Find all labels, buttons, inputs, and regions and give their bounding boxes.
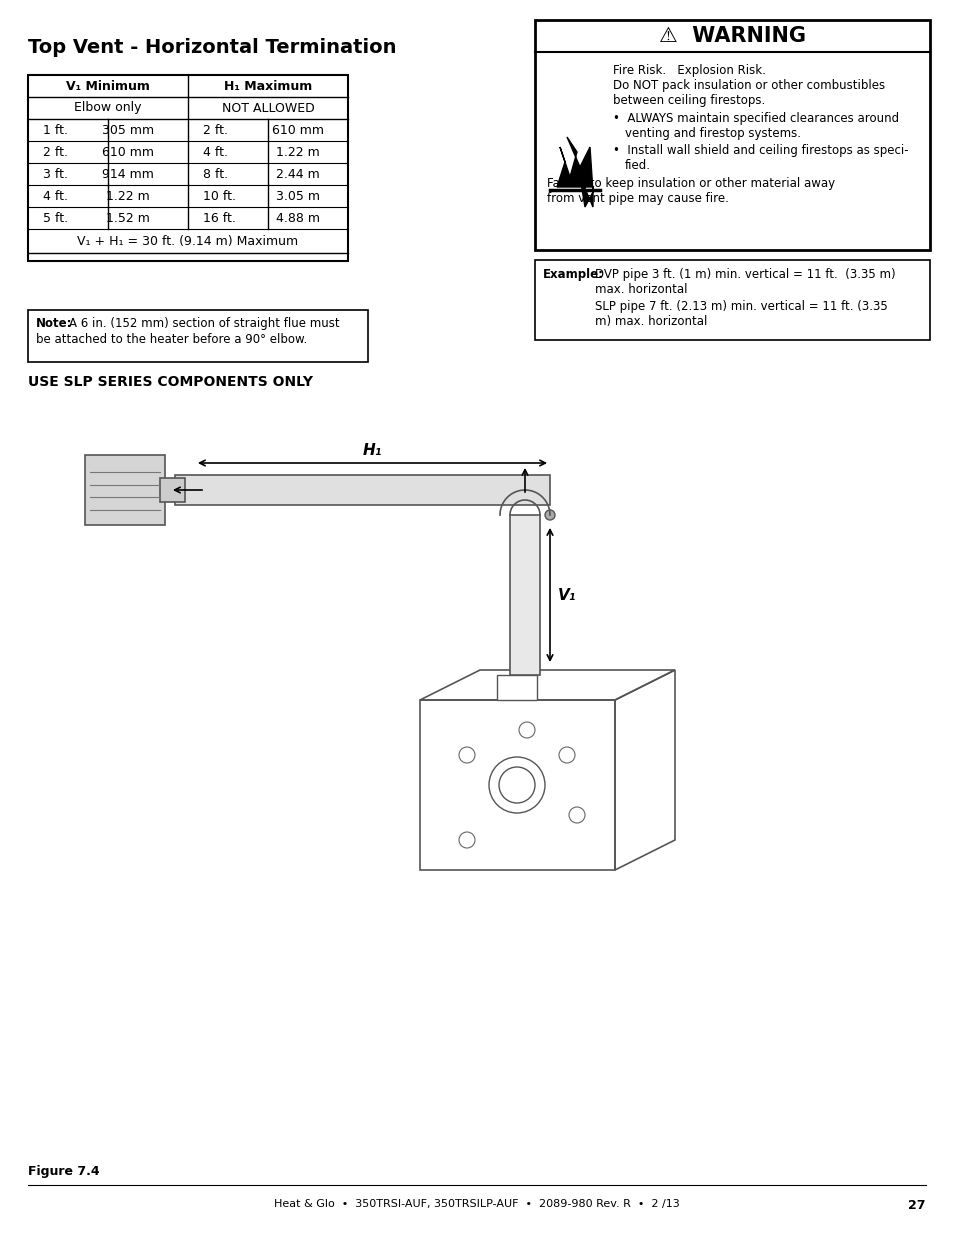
Text: 8 ft.: 8 ft. <box>203 167 228 181</box>
Text: ⚠  WARNING: ⚠ WARNING <box>659 26 805 46</box>
Text: m) max. horizontal: m) max. horizontal <box>595 315 706 328</box>
Text: DVP pipe 3 ft. (1 m) min. vertical = 11 ft.  (3.35 m): DVP pipe 3 ft. (1 m) min. vertical = 11 … <box>595 268 895 281</box>
Text: A 6 in. (152 mm) section of straight flue must: A 6 in. (152 mm) section of straight flu… <box>69 317 339 330</box>
Text: NOT ALLOWED: NOT ALLOWED <box>221 101 314 115</box>
Text: Heat & Glo  •  350TRSI-AUF, 350TRSILP-AUF  •  2089-980 Rev. R  •  2 /13: Heat & Glo • 350TRSI-AUF, 350TRSILP-AUF … <box>274 1199 679 1209</box>
Text: Fire Risk.   Explosion Risk.: Fire Risk. Explosion Risk. <box>613 64 765 77</box>
Text: 610 mm: 610 mm <box>272 124 324 136</box>
Bar <box>85 455 165 524</box>
Text: •  Install wall shield and ceiling firestops as speci-: • Install wall shield and ceiling firest… <box>613 143 907 157</box>
Bar <box>535 260 929 340</box>
Text: 1 ft.: 1 ft. <box>43 124 68 136</box>
Text: V₁ Minimum: V₁ Minimum <box>66 79 150 93</box>
Text: 610 mm: 610 mm <box>102 146 153 158</box>
Text: 1.22 m: 1.22 m <box>106 189 150 203</box>
Bar <box>497 675 537 700</box>
Text: 1.52 m: 1.52 m <box>106 212 150 224</box>
Text: Failure to keep insulation or other material away: Failure to keep insulation or other mate… <box>546 177 834 190</box>
Text: V₁ + H₁ = 30 ft. (9.14 m) Maximum: V₁ + H₁ = 30 ft. (9.14 m) Maximum <box>77 235 298 247</box>
Text: max. horizontal: max. horizontal <box>595 283 687 296</box>
Text: H₁ Maximum: H₁ Maximum <box>224 79 312 93</box>
Text: Example:: Example: <box>542 268 603 281</box>
Text: 3 ft.: 3 ft. <box>43 167 68 181</box>
Circle shape <box>544 510 555 520</box>
Text: 2 ft.: 2 ft. <box>43 146 68 158</box>
Text: from vent pipe may cause fire.: from vent pipe may cause fire. <box>546 192 728 205</box>
Text: Figure 7.4: Figure 7.4 <box>28 1165 99 1178</box>
Text: venting and firestop systems.: venting and firestop systems. <box>624 127 801 140</box>
Text: H₁: H₁ <box>362 443 382 458</box>
Text: 2.44 m: 2.44 m <box>275 167 319 181</box>
Bar <box>28 310 368 362</box>
Text: Elbow only: Elbow only <box>74 101 142 115</box>
Text: 1.22 m: 1.22 m <box>275 146 319 158</box>
Text: 27: 27 <box>907 1199 925 1212</box>
Text: 2 ft.: 2 ft. <box>203 124 228 136</box>
Text: Note:: Note: <box>36 317 72 330</box>
Bar <box>160 477 185 502</box>
Text: Top Vent - Horizontal Termination: Top Vent - Horizontal Termination <box>28 38 396 57</box>
Text: 4.88 m: 4.88 m <box>275 212 319 224</box>
Text: be attached to the heater before a 90° elbow.: be attached to the heater before a 90° e… <box>36 333 307 346</box>
Bar <box>28 75 348 261</box>
Text: between ceiling firestops.: between ceiling firestops. <box>613 94 764 106</box>
Bar <box>535 20 929 250</box>
Text: V₁: V₁ <box>558 588 576 602</box>
Text: 5 ft.: 5 ft. <box>43 212 68 224</box>
Text: SLP pipe 7 ft. (2.13 m) min. vertical = 11 ft. (3.35: SLP pipe 7 ft. (2.13 m) min. vertical = … <box>595 301 887 313</box>
Text: 3.05 m: 3.05 m <box>275 189 319 203</box>
Polygon shape <box>557 137 593 207</box>
Text: 4 ft.: 4 ft. <box>203 146 228 158</box>
Text: 4 ft.: 4 ft. <box>43 189 68 203</box>
Text: fied.: fied. <box>624 160 650 172</box>
Text: 10 ft.: 10 ft. <box>203 189 235 203</box>
Text: Do NOT pack insulation or other combustibles: Do NOT pack insulation or other combusti… <box>613 79 884 92</box>
Text: 914 mm: 914 mm <box>102 167 153 181</box>
Bar <box>174 475 550 505</box>
Bar <box>510 515 539 675</box>
Text: 305 mm: 305 mm <box>102 124 153 136</box>
Text: •  ALWAYS maintain specified clearances around: • ALWAYS maintain specified clearances a… <box>613 113 898 125</box>
Text: USE SLP SERIES COMPONENTS ONLY: USE SLP SERIES COMPONENTS ONLY <box>28 375 313 388</box>
Text: 16 ft.: 16 ft. <box>203 212 235 224</box>
